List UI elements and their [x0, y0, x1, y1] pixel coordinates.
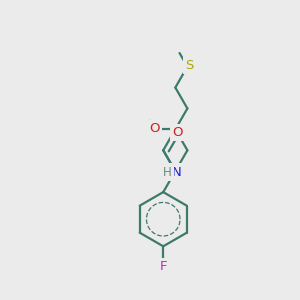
- Text: O: O: [172, 126, 183, 139]
- Text: S: S: [186, 59, 194, 72]
- Text: H: H: [163, 166, 172, 178]
- Text: N: N: [171, 166, 181, 178]
- Text: F: F: [160, 260, 167, 273]
- Text: O: O: [150, 122, 160, 135]
